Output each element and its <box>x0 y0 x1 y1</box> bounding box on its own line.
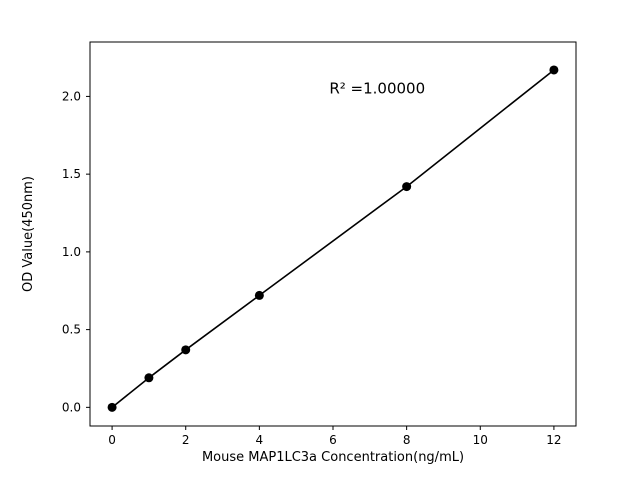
y-tick-label: 0.0 <box>62 400 81 414</box>
y-tick-label: 1.5 <box>62 167 81 181</box>
data-point <box>549 65 559 75</box>
data-point <box>254 290 264 300</box>
data-point <box>181 345 191 355</box>
x-tick-label: 4 <box>256 433 264 447</box>
x-tick-label: 2 <box>182 433 190 447</box>
y-tick-label: 1.0 <box>62 245 81 259</box>
x-tick-label: 10 <box>473 433 488 447</box>
x-tick-label: 0 <box>108 433 116 447</box>
y-tick-label: 0.5 <box>62 323 81 337</box>
x-tick-label: 6 <box>329 433 337 447</box>
y-axis-label: OD Value(450nm) <box>21 176 36 292</box>
x-tick-label: 12 <box>546 433 561 447</box>
data-point <box>402 182 412 192</box>
y-tick-label: 2.0 <box>62 89 81 103</box>
r-squared-annotation: R² =1.00000 <box>329 80 425 98</box>
x-tick-label: 8 <box>403 433 411 447</box>
plot-border <box>89 41 577 427</box>
fit-line <box>111 69 555 408</box>
data-point <box>144 373 154 383</box>
x-axis-label: Mouse MAP1LC3a Concentration(ng/mL) <box>202 450 464 465</box>
data-point <box>107 402 117 412</box>
